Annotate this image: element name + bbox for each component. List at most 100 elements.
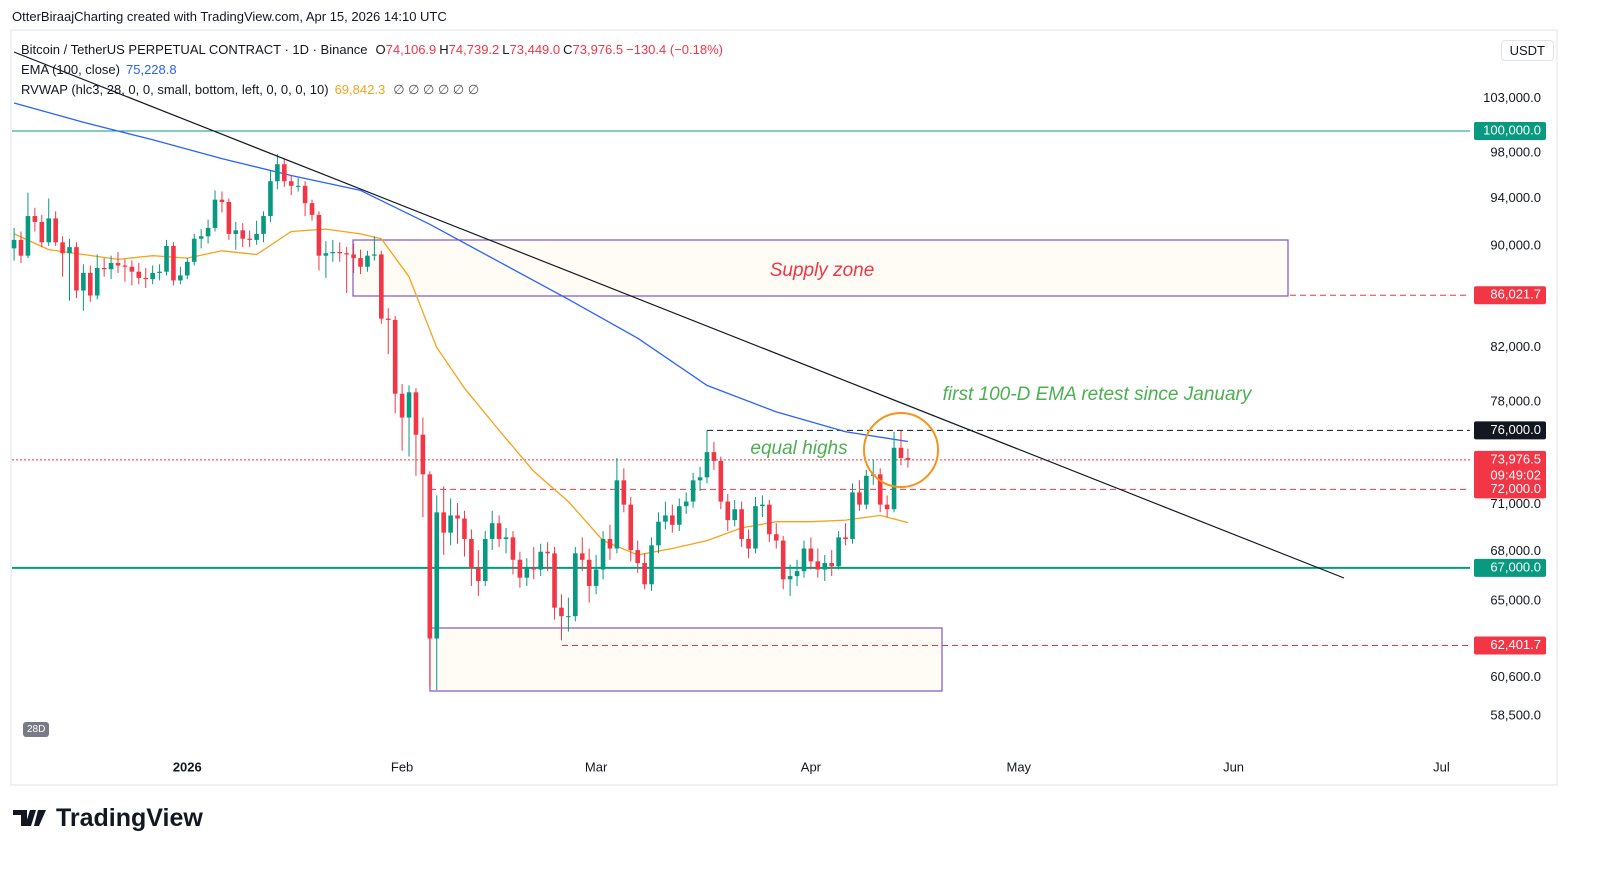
x-tick-label: 2026 bbox=[173, 759, 202, 774]
y-tick-label: 60,600.0 bbox=[1490, 669, 1541, 684]
candle-body bbox=[593, 569, 599, 586]
price-label-box bbox=[1474, 286, 1546, 305]
candle-body bbox=[864, 475, 869, 505]
candle-body bbox=[884, 504, 890, 510]
ohlc-key: C bbox=[563, 42, 573, 57]
y-tick-label: 65,000.0 bbox=[1490, 592, 1541, 607]
price-label-box bbox=[1474, 421, 1546, 440]
currency-button[interactable]: USDT bbox=[1500, 40, 1554, 61]
candle-body bbox=[25, 216, 31, 256]
ohlc-value: 73,449.0 bbox=[509, 42, 561, 57]
demand-zone-box bbox=[429, 627, 943, 692]
candle-body bbox=[261, 216, 266, 234]
indicator-line bbox=[13, 102, 908, 443]
x-tick-label: Jul bbox=[1433, 759, 1450, 774]
candle-body bbox=[462, 518, 467, 539]
y-tick-label: 78,000.0 bbox=[1490, 393, 1541, 408]
candle-body bbox=[268, 181, 273, 217]
candle-body bbox=[379, 254, 384, 319]
legend: Bitcoin / TetherUS PERPETUAL CONTRACT · … bbox=[21, 40, 726, 100]
candle-body bbox=[773, 534, 779, 541]
candle-body bbox=[178, 275, 183, 281]
candle-body bbox=[240, 230, 246, 239]
legend-row: RVWAP (hlc3, 28, 0, 0, small, bottom, le… bbox=[21, 80, 726, 100]
price-label-box bbox=[1474, 480, 1546, 499]
candle-body bbox=[469, 538, 474, 568]
candle-body bbox=[392, 319, 398, 394]
candle-body bbox=[552, 553, 557, 608]
candle-body bbox=[413, 392, 419, 435]
candle-body bbox=[164, 245, 169, 272]
highlight-circle bbox=[863, 412, 939, 488]
y-tick-label: 90,000.0 bbox=[1490, 237, 1541, 252]
change: −130.4 (−0.18%) bbox=[626, 42, 723, 57]
candle-body bbox=[351, 254, 356, 259]
candle-body bbox=[718, 460, 724, 502]
candle-body bbox=[344, 253, 349, 255]
candle-body bbox=[545, 551, 550, 554]
candle-body bbox=[275, 164, 280, 182]
candle-body bbox=[760, 504, 765, 507]
y-tick-label: 82,000.0 bbox=[1490, 339, 1541, 354]
candle-body bbox=[725, 501, 731, 521]
candle-body bbox=[877, 474, 883, 505]
candle-body bbox=[482, 538, 488, 581]
candle-body bbox=[455, 515, 460, 519]
range-badge[interactable]: 28D bbox=[23, 722, 50, 737]
x-tick-label: Jun bbox=[1223, 759, 1244, 774]
candle-body bbox=[891, 447, 897, 510]
candle-body bbox=[358, 258, 363, 267]
candle-body bbox=[101, 267, 107, 270]
candle-body bbox=[108, 263, 114, 270]
ohlc-key: H bbox=[439, 42, 449, 57]
candle-body bbox=[247, 238, 252, 240]
candle-body bbox=[566, 616, 571, 618]
candle-body bbox=[510, 537, 516, 560]
candle-body bbox=[635, 550, 640, 564]
ohlc-value: 74,739.2 bbox=[448, 42, 500, 57]
candle-body bbox=[53, 218, 58, 243]
candle-body bbox=[67, 247, 72, 254]
candle-body bbox=[434, 512, 440, 639]
candle-body bbox=[524, 567, 530, 578]
candle-body bbox=[559, 607, 564, 617]
candle-body bbox=[850, 492, 855, 539]
candle-body bbox=[385, 318, 391, 320]
candle-body bbox=[115, 263, 121, 266]
candle-body bbox=[288, 181, 294, 186]
supply-zone-box bbox=[352, 239, 1289, 297]
candle-body bbox=[787, 576, 793, 580]
indicator-value: 75,228.8 bbox=[126, 62, 177, 77]
price-label: 73,976.5 bbox=[1490, 451, 1541, 466]
x-tick-label: Feb bbox=[391, 759, 413, 774]
candle-body bbox=[309, 203, 315, 215]
trend-line bbox=[13, 51, 1345, 579]
candle-body bbox=[448, 515, 453, 533]
candle-body bbox=[337, 252, 343, 254]
candle-body bbox=[226, 201, 232, 234]
candle-body bbox=[399, 393, 405, 418]
candle-body bbox=[614, 480, 620, 549]
indicator-value: 69,842.3 bbox=[334, 82, 386, 97]
candle-body bbox=[302, 185, 308, 204]
candle-body bbox=[420, 434, 426, 475]
y-tick-label: 58,500.0 bbox=[1490, 707, 1541, 722]
candle-body bbox=[690, 480, 696, 502]
candle-body bbox=[136, 271, 142, 278]
candle-body bbox=[60, 242, 65, 254]
candle-body bbox=[205, 227, 211, 237]
candle-body bbox=[600, 538, 606, 570]
candle-body bbox=[476, 567, 481, 581]
y-tick-label: 68,000.0 bbox=[1490, 543, 1541, 558]
candle-body bbox=[365, 255, 370, 267]
candle-body bbox=[330, 252, 336, 254]
x-tick-label: May bbox=[1006, 759, 1031, 774]
candle-body bbox=[122, 265, 128, 267]
candle-body bbox=[427, 474, 433, 639]
annotation: equal highs bbox=[750, 438, 848, 459]
indicator-name: RVWAP (hlc3, 28, 0, 0, small, bottom, le… bbox=[21, 82, 329, 97]
x-tick-label: Mar bbox=[585, 759, 608, 774]
